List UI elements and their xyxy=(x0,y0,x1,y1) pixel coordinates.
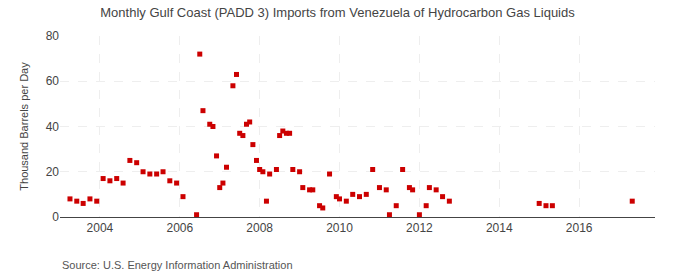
svg-text:2006: 2006 xyxy=(166,221,193,235)
svg-text:0: 0 xyxy=(52,210,59,224)
svg-text:2012: 2012 xyxy=(406,221,433,235)
svg-text:20: 20 xyxy=(46,165,60,179)
svg-text:Source: U.S. Energy Informatio: Source: U.S. Energy Information Administ… xyxy=(62,259,293,271)
svg-text:80: 80 xyxy=(46,29,60,43)
svg-text:2014: 2014 xyxy=(486,221,513,235)
svg-text:2010: 2010 xyxy=(326,221,353,235)
svg-text:2004: 2004 xyxy=(87,221,114,235)
svg-text:60: 60 xyxy=(46,74,60,88)
svg-text:40: 40 xyxy=(46,120,60,134)
svg-text:2016: 2016 xyxy=(566,221,593,235)
svg-text:2008: 2008 xyxy=(246,221,273,235)
svg-text:Thousand Barrels per Day: Thousand Barrels per Day xyxy=(18,62,30,191)
svg-text:Monthly Gulf Coast (PADD 3) Im: Monthly Gulf Coast (PADD 3) Imports from… xyxy=(100,5,575,20)
